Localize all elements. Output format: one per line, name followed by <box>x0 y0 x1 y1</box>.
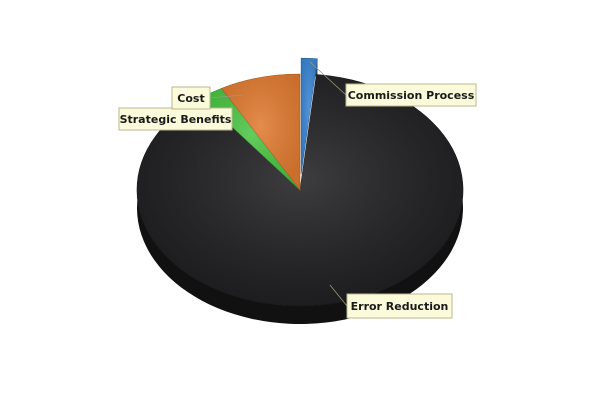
label-box <box>171 86 211 110</box>
label-text: Error Reduction <box>351 300 449 313</box>
label-box <box>345 83 477 107</box>
label-text: Strategic Benefits <box>120 113 232 126</box>
label-text: Commission Process <box>348 89 475 102</box>
pie-slices <box>136 57 464 307</box>
label-text: Cost <box>177 92 204 105</box>
slice-highlight-commission-process <box>301 58 318 175</box>
slice-label-cost: Cost <box>171 86 211 110</box>
leader-line <box>329 284 348 307</box>
slice-label-commission-process: Commission Process <box>345 83 477 107</box>
leader-line <box>209 94 244 99</box>
slice-label-strategic-benefits: Strategic Benefits <box>118 107 233 131</box>
leader-line <box>309 61 347 96</box>
slice-labels: Commission Process Error Reduction Strateg… <box>118 83 477 319</box>
slice-highlight-cost <box>221 74 300 190</box>
label-box <box>346 293 453 319</box>
slice-label-error-reduction: Error Reduction <box>346 293 453 319</box>
